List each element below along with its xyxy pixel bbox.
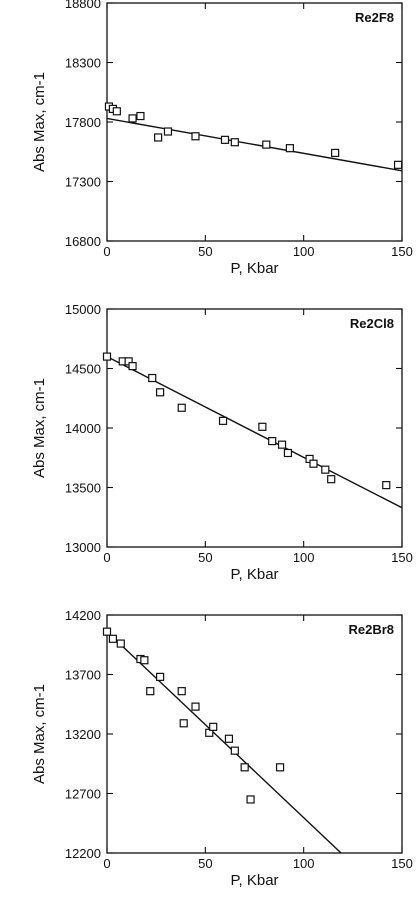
chart-panel-1: 0 50 100 150 16800 17300 17800 18300 18800 P, Kba… [31, 0, 413, 277]
x-tick-label: 100 [293, 856, 315, 871]
x-tick-label: 0 [103, 244, 110, 259]
plot-frame [106, 614, 403, 854]
data-point [112, 107, 121, 116]
data-point [268, 436, 277, 446]
data-point [275, 763, 285, 772]
x-tick-label: 100 [293, 550, 315, 565]
data-point [309, 459, 318, 468]
plot-frame [106, 308, 403, 548]
data-point [220, 135, 230, 144]
y-tick-label: 18300 [65, 56, 101, 71]
data-point [148, 373, 157, 383]
y-tick-label: 13500 [65, 481, 101, 496]
y-axis-label: Abs Max, cm-1 [31, 72, 48, 172]
x-axis-label: P, Kbar [230, 260, 278, 277]
data-point [230, 138, 239, 147]
data-point [140, 656, 149, 665]
data-point [258, 422, 267, 431]
data-point [218, 416, 228, 425]
data-point [393, 160, 403, 169]
x-axis-label: P, Kbar [230, 872, 278, 889]
data-point [209, 722, 218, 731]
data-point [246, 795, 255, 804]
panel-title: Re2F8 [355, 10, 394, 25]
y-tick-label: 17800 [65, 115, 101, 130]
x-tick-label: 50 [198, 244, 212, 259]
x-tick-label: 0 [103, 856, 110, 871]
data-point [331, 148, 340, 158]
y-tick-label: 12700 [65, 787, 101, 802]
y-tick-label: 15000 [65, 302, 101, 317]
data-point [116, 639, 125, 648]
data-point [102, 352, 112, 361]
data-point [382, 481, 391, 490]
data-point [224, 734, 234, 743]
y-tick-label: 13200 [65, 727, 101, 742]
data-point [108, 634, 118, 643]
data-point [128, 114, 137, 123]
y-tick-label: 14500 [65, 362, 101, 377]
data-point [136, 111, 145, 121]
x-tick-label: 0 [103, 550, 110, 565]
y-tick-label: 14200 [65, 608, 101, 623]
y-axis-label: Abs Max, cm-1 [31, 684, 48, 784]
x-axis-label: P, Kbar [230, 566, 278, 583]
x-tick-label: 100 [293, 244, 315, 259]
plot-frame [106, 2, 403, 242]
data-point [191, 702, 200, 711]
fit-line [106, 631, 342, 854]
data-point [146, 687, 155, 696]
data-point [177, 403, 186, 412]
x-tick-label: 50 [198, 856, 212, 871]
data-point [163, 127, 173, 136]
x-tick-label: 150 [391, 244, 413, 259]
data-point [277, 440, 287, 449]
y-tick-label: 14000 [65, 421, 101, 436]
y-tick-label: 16800 [65, 234, 101, 249]
data-point [156, 672, 165, 681]
data-point [230, 746, 239, 755]
y-tick-label: 17300 [65, 175, 101, 190]
y-tick-label: 18800 [65, 0, 101, 11]
x-tick-label: 50 [198, 550, 212, 565]
y-tick-label: 13000 [65, 540, 101, 555]
data-point [177, 687, 186, 696]
y-axis-label: Abs Max, cm-1 [31, 378, 48, 478]
data-point [128, 362, 137, 371]
data-point [285, 144, 294, 153]
data-point [154, 133, 163, 142]
chart-panel-3: 0 50 100 150 12200 12700 13200 13700 14200 P, Kba… [31, 608, 413, 889]
data-point [102, 627, 112, 636]
data-point [262, 140, 271, 149]
fit-line [106, 117, 403, 172]
panel-title: Re2Cl8 [350, 316, 394, 331]
y-tick-label: 13700 [65, 668, 101, 683]
data-point [321, 465, 330, 474]
data-point [156, 388, 165, 397]
chart-panel-2: 0 50 100 150 13000 13500 14000 14500 15000 P, Kba… [31, 302, 413, 583]
data-point [179, 719, 188, 728]
data-point [327, 475, 336, 484]
panel-title: Re2Br8 [348, 622, 394, 637]
data-point [240, 763, 249, 772]
x-tick-label: 150 [391, 856, 413, 871]
data-point [191, 132, 200, 141]
x-tick-label: 150 [391, 550, 413, 565]
data-point [283, 448, 293, 458]
y-tick-label: 12200 [65, 846, 101, 861]
